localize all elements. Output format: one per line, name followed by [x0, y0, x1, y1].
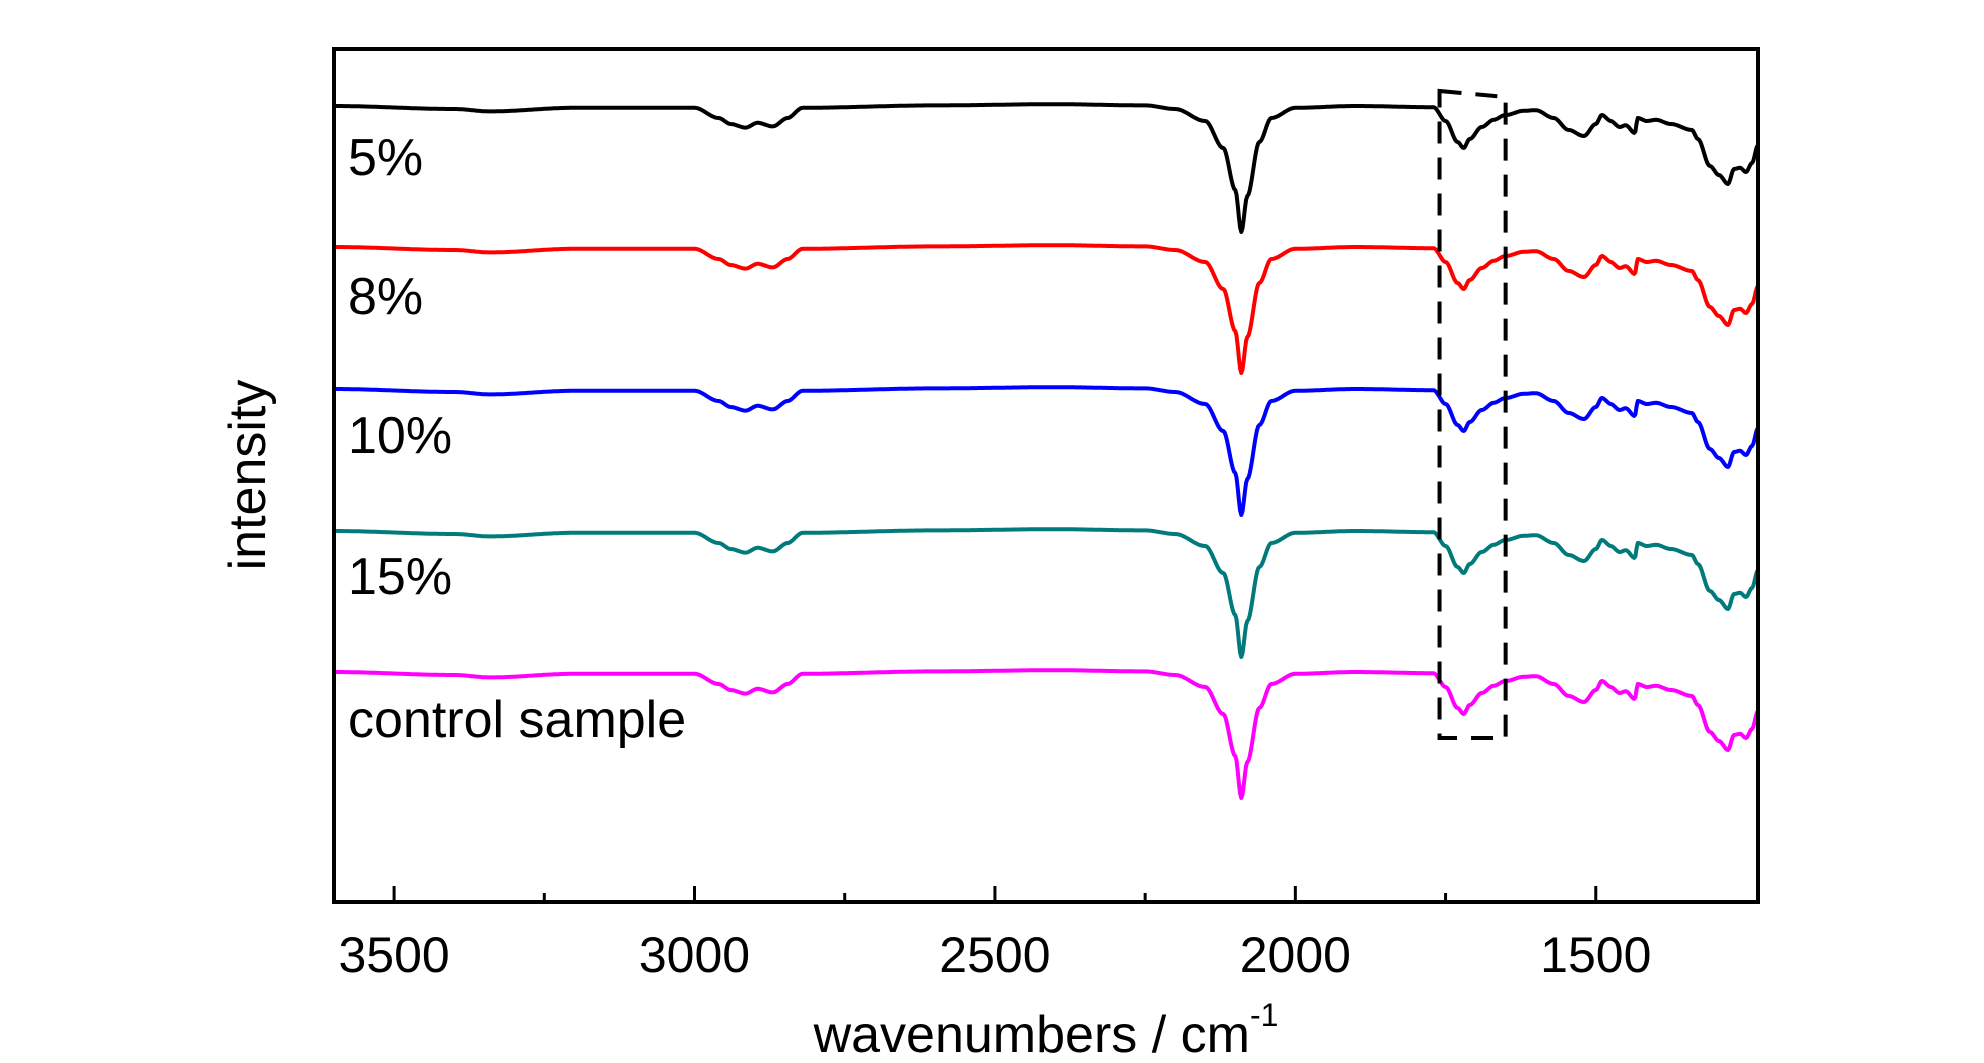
series-label-4: 15% — [348, 548, 452, 606]
x-axis-label-text: wavenumbers / cm — [813, 1006, 1250, 1063]
series-line-5 — [333, 668, 1760, 800]
x-tick-label: 1500 — [1540, 927, 1651, 983]
series-line-1 — [333, 102, 1760, 234]
x-tick-label: 2000 — [1240, 927, 1351, 983]
y-axis-label: intensity — [219, 380, 277, 571]
x-axis-label-superscript: -1 — [1250, 997, 1278, 1033]
series-label-5: control sample — [348, 691, 686, 749]
annotation-layer — [1437, 88, 1508, 740]
series-label-1: 5% — [348, 129, 423, 187]
x-tick-layer: 3500 3000 2500 2000 1500 — [338, 886, 1651, 983]
series-label-3: 10% — [348, 407, 452, 465]
series-label-2: 8% — [348, 268, 423, 326]
x-tick-label: 3500 — [338, 927, 449, 983]
series-line-3 — [333, 385, 1760, 517]
series-line-4 — [333, 527, 1760, 659]
x-tick-label: 3000 — [639, 927, 750, 983]
series-line-2 — [333, 243, 1760, 375]
series-layer — [333, 102, 1760, 800]
series-label-layer: 5% 8% 10% 15% control sample — [348, 129, 686, 749]
dashed-highlight-box — [1437, 88, 1508, 740]
plot-frame — [332, 47, 1760, 904]
x-tick-label: 2500 — [939, 927, 1050, 983]
x-axis-label: wavenumbers / cm-1 — [813, 997, 1279, 1063]
